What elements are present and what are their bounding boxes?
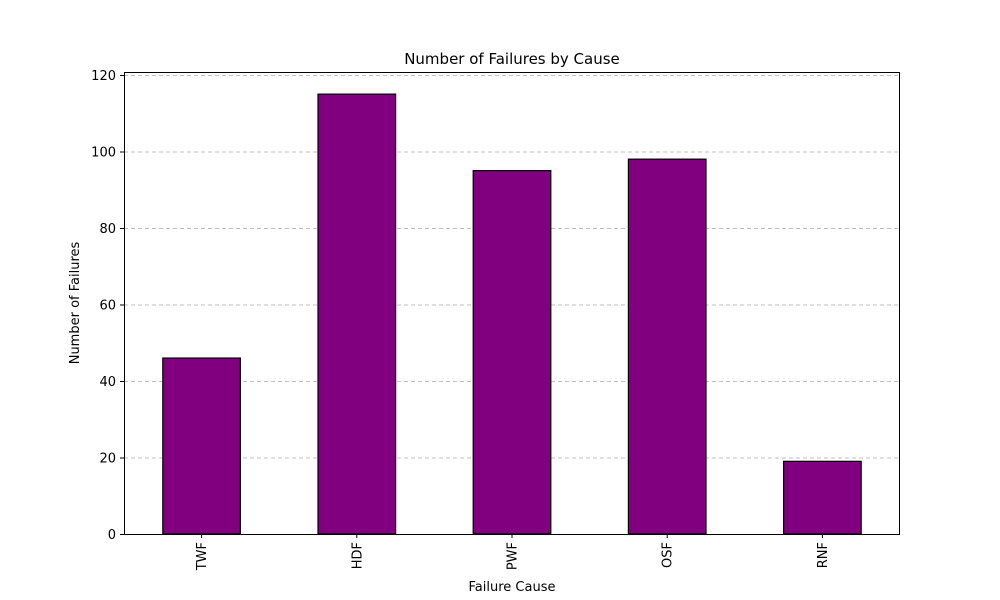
bars xyxy=(162,93,862,535)
x-tick-label: HDF xyxy=(350,542,365,569)
chart-title: Number of Failures by Cause xyxy=(404,50,620,68)
x-tick-label: TWF xyxy=(195,542,210,571)
y-tick-label: 60 xyxy=(99,299,116,314)
bar-twf xyxy=(162,357,242,535)
x-tick-label: RNF xyxy=(816,542,831,568)
y-tick-label: 40 xyxy=(99,375,116,390)
y-tick-label: 120 xyxy=(91,69,116,84)
bar-rnf xyxy=(782,460,862,535)
bar-osf xyxy=(627,158,707,535)
bar-pwf xyxy=(472,170,552,535)
bar-hdf xyxy=(317,93,397,535)
x-tick-label: PWF xyxy=(506,542,521,570)
y-tick-label: 0 xyxy=(108,528,116,543)
y-tick-label: 100 xyxy=(91,146,116,161)
y-axis: 0 20 40 60 80 100 120 xyxy=(91,69,124,543)
x-axis-label: Failure Cause xyxy=(469,580,556,595)
y-tick-label: 20 xyxy=(99,452,116,467)
y-tick-label: 80 xyxy=(99,222,116,237)
y-axis-label: Number of Failures xyxy=(68,241,83,364)
x-tick-label: OSF xyxy=(661,542,676,568)
x-axis: TWF HDF PWF OSF RNF xyxy=(195,534,831,571)
